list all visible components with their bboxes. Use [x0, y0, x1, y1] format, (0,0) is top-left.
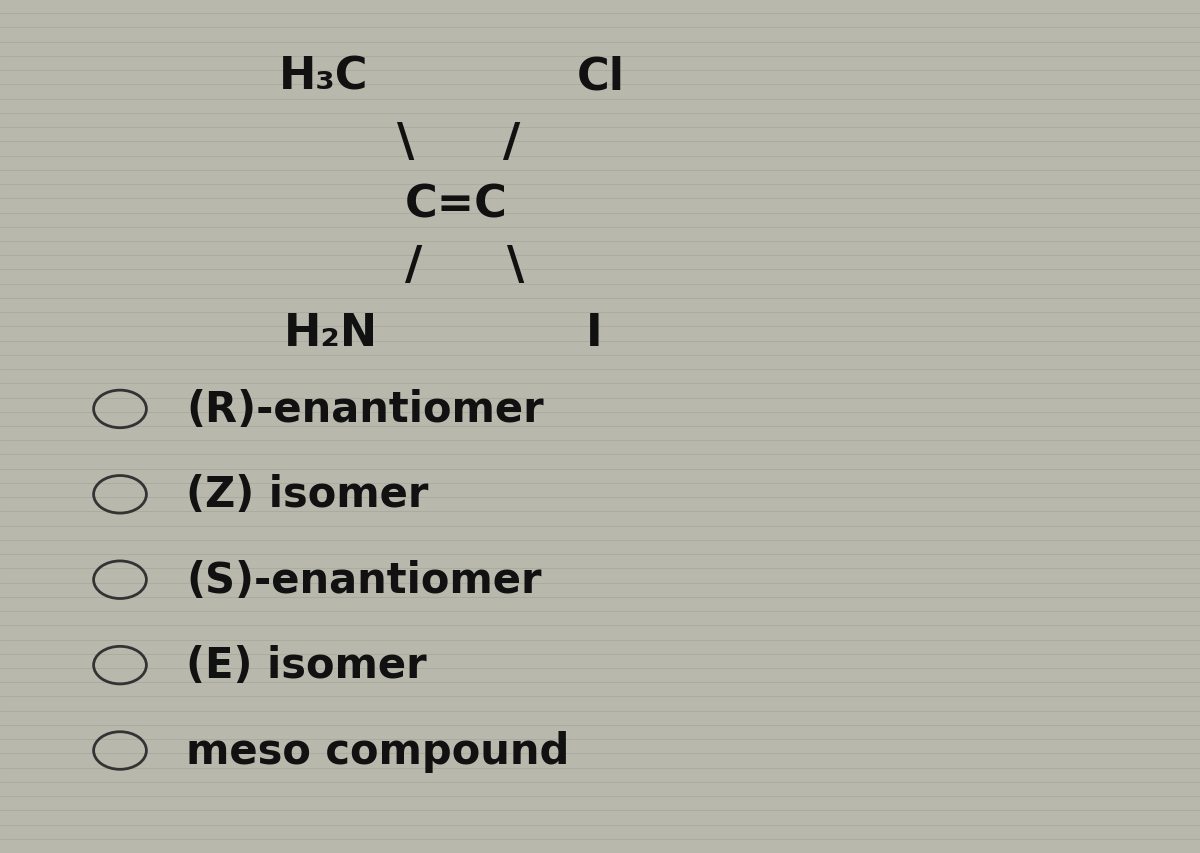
Text: /: / [406, 244, 422, 288]
Text: (S)-enantiomer: (S)-enantiomer [186, 559, 541, 601]
Text: (R)-enantiomer: (R)-enantiomer [186, 388, 544, 431]
Text: \: \ [506, 244, 524, 288]
Text: H₂N: H₂N [283, 311, 378, 354]
Text: H₃C: H₃C [280, 55, 368, 98]
Text: (Z) isomer: (Z) isomer [186, 473, 428, 516]
Text: I: I [587, 311, 602, 354]
Text: C=C: C=C [404, 183, 508, 226]
Text: \: \ [397, 121, 414, 165]
Text: meso compound: meso compound [186, 729, 569, 772]
Text: /: / [503, 121, 520, 165]
Text: Cl: Cl [577, 55, 625, 98]
Text: (E) isomer: (E) isomer [186, 644, 427, 687]
